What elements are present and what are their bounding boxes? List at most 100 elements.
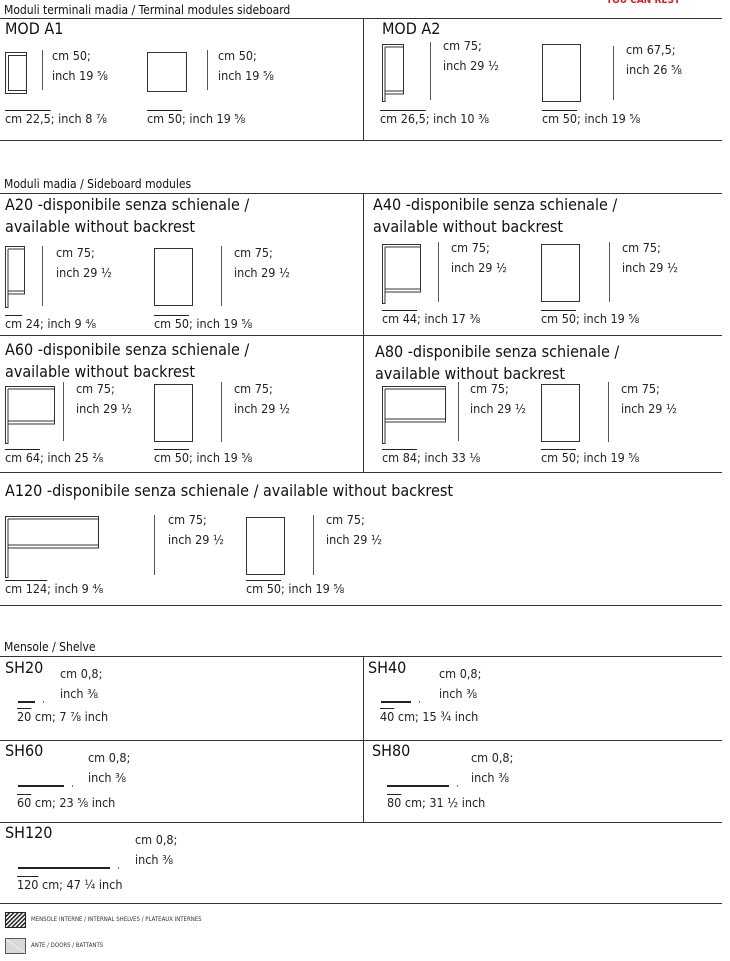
height-inch: inch ⅜ xyxy=(471,770,510,785)
width-rest: 24; inch 9 ⁴⁄₈ xyxy=(22,316,97,331)
door-front-view xyxy=(541,244,580,302)
height-inch: inch 29 ½ xyxy=(234,265,290,280)
height-inch: inch 29 ½ xyxy=(326,532,382,547)
height-inch: inch 19 ⅝ xyxy=(218,68,274,83)
height-cm: cm 0,8; xyxy=(439,666,482,681)
height-cm: cm 50; xyxy=(52,48,91,63)
divider-line xyxy=(0,903,722,904)
width-rest: ; inch 8 ⅞ xyxy=(50,111,107,126)
divider-line xyxy=(0,18,722,19)
width-overline: cm 64 xyxy=(5,450,41,465)
height-dimension-bar xyxy=(609,242,610,302)
shelf-edge-dot xyxy=(72,785,73,787)
width-overline: 80 xyxy=(387,795,402,810)
side-view xyxy=(382,244,421,304)
width-overline: cm 50 xyxy=(154,316,190,331)
legend-internal-shelves: MENSOLE INTERNE / INTERNAL SHELVES / PLA… xyxy=(31,916,202,923)
divider-line xyxy=(363,193,364,472)
shelf-title: SH80 xyxy=(372,741,411,760)
height-inch: inch 29 ½ xyxy=(470,401,526,416)
height-dimension-bar xyxy=(63,382,64,441)
height-dimension-bar xyxy=(613,46,614,100)
shelf-title: SH120 xyxy=(5,823,53,842)
height-cm: cm 0,8; xyxy=(60,666,103,681)
module-title: MOD A2 xyxy=(382,19,441,38)
width-rest: ; inch 10 ⅜ xyxy=(425,111,490,126)
height-inch: inch 29 ½ xyxy=(621,401,677,416)
divider-line xyxy=(0,140,722,141)
section-title: Moduli madia / Sideboard modules xyxy=(4,177,192,191)
width-overline: 20 xyxy=(17,709,32,724)
width-dimension-label: cm 124; inch 9 ⁴⁄₈ xyxy=(5,581,104,596)
divider-line xyxy=(0,193,722,194)
width-dimension-label: cm 24; inch 9 ⁴⁄₈ xyxy=(5,316,97,331)
height-cm: cm 75; xyxy=(470,381,509,396)
module-title-line2: available without backrest xyxy=(5,362,195,381)
width-dimension-label: 120 cm; 47 ¼ inch xyxy=(17,877,123,892)
height-dimension-bar xyxy=(430,42,431,100)
shelf-edge-dot xyxy=(457,785,458,787)
width-dimension-label: cm 64; inch 25 ²⁄₈ xyxy=(5,450,104,465)
shelf-front-view xyxy=(18,701,35,703)
width-rest: ; inch 9 ⁴⁄₈ xyxy=(47,581,104,596)
height-cm: cm 50; xyxy=(218,48,257,63)
width-rest: ; inch 19 ⅝ xyxy=(189,316,253,331)
section-title: Moduli terminali madia / Terminal module… xyxy=(4,3,291,17)
divider-line xyxy=(0,335,722,336)
side-view xyxy=(5,52,27,94)
height-dimension-bar xyxy=(207,50,208,90)
height-inch: inch ⅜ xyxy=(88,770,127,785)
height-cm: cm 75; xyxy=(76,381,115,396)
width-dimension-label: cm 26,5; inch 10 ⅜ xyxy=(380,111,490,126)
width-rest: ; inch 19 ⅝ xyxy=(281,581,345,596)
shelf-front-view xyxy=(18,785,64,787)
divider-line xyxy=(0,740,722,741)
width-overline: cm 84 xyxy=(382,450,418,465)
width-rest: cm; 47 ¼ inch xyxy=(38,877,123,892)
width-overline: 40 xyxy=(380,709,395,724)
door-front-view xyxy=(541,384,580,442)
shelf-edge-dot xyxy=(43,701,44,703)
side-view xyxy=(5,386,55,444)
height-inch: inch ⅜ xyxy=(439,686,478,701)
height-dimension-bar xyxy=(458,382,459,441)
divider-line xyxy=(0,656,722,657)
door-front-view xyxy=(154,248,193,306)
height-inch: inch 29 ½ xyxy=(56,265,112,280)
width-overline: cm 50 xyxy=(154,450,190,465)
width-overline: cm 50 xyxy=(542,111,578,126)
divider-line xyxy=(0,822,722,823)
divider-line xyxy=(363,18,364,140)
height-cm: cm 75; xyxy=(621,381,660,396)
width-dimension-label: cm 44; inch 17 ⅜ xyxy=(382,311,480,326)
height-cm: cm 75; xyxy=(234,381,273,396)
height-cm: cm 75; xyxy=(443,38,482,53)
width-rest: ; inch 25 ²⁄₈ xyxy=(40,450,104,465)
height-inch: inch 29 ½ xyxy=(76,401,132,416)
height-dimension-bar xyxy=(221,246,222,306)
height-dimension-bar xyxy=(313,515,314,575)
module-title-line2: available without backrest xyxy=(5,217,195,236)
height-inch: inch 29 ½ xyxy=(622,260,678,275)
height-cm: cm 75; xyxy=(234,245,273,260)
shelf-title: SH60 xyxy=(5,741,44,760)
height-dimension-bar xyxy=(221,382,222,442)
width-rest: ; inch 19 ⅝ xyxy=(576,311,640,326)
module-title-line1: A20 -disponibile senza schienale / xyxy=(5,195,250,214)
divider-line xyxy=(363,656,364,822)
height-cm: cm 75; xyxy=(168,512,207,527)
module-title-line1: A60 -disponibile senza schienale / xyxy=(5,340,250,359)
width-rest: ; inch 19 ⅝ xyxy=(576,450,640,465)
height-inch: inch 19 ⅝ xyxy=(52,68,108,83)
width-rest: cm; 15 ¾ inch xyxy=(394,709,479,724)
width-rest: cm; 31 ½ inch xyxy=(401,795,486,810)
side-view xyxy=(5,516,99,578)
width-overline: cm 22,5 xyxy=(5,111,51,126)
width-dimension-label: cm 50; inch 19 ⅝ xyxy=(541,450,640,465)
height-dimension-bar xyxy=(438,242,439,302)
width-overline: cm 44 xyxy=(382,311,418,326)
height-dimension-bar xyxy=(42,246,43,306)
width-dimension-label: cm 50; inch 19 ⅝ xyxy=(541,311,640,326)
module-title: A120 -disponibile senza schienale / avai… xyxy=(5,481,453,500)
height-cm: cm 75; xyxy=(326,512,365,527)
